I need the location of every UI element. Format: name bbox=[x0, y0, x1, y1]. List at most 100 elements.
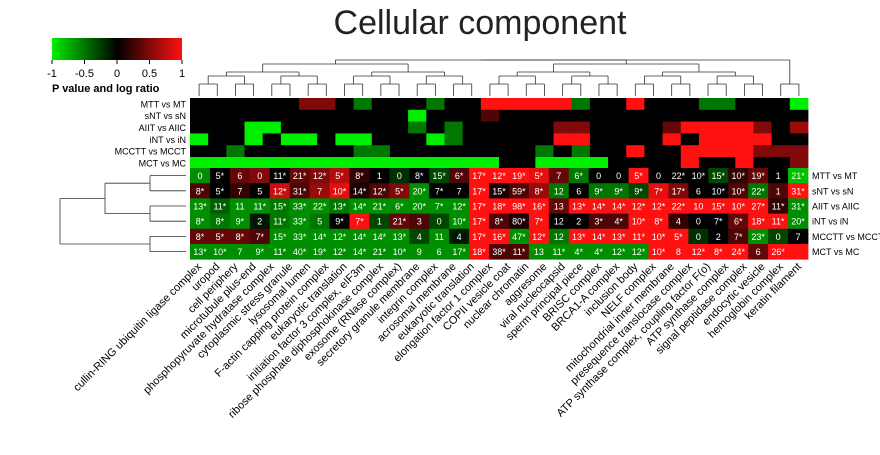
heatmap-top-cell bbox=[626, 121, 645, 134]
heatmap-cell-label: 1 bbox=[776, 171, 781, 181]
heatmap-top-cell bbox=[426, 121, 445, 134]
heatmap-top-cell bbox=[662, 145, 682, 158]
heatmap-cell-label: 13* bbox=[333, 202, 347, 212]
heatmap-bottom-cell bbox=[528, 213, 550, 230]
heatmap-cell-label: 38* bbox=[492, 247, 506, 257]
heatmap-top-cell bbox=[571, 145, 591, 158]
heatmap-top-cell bbox=[789, 109, 809, 122]
heatmap-top-cell bbox=[626, 133, 645, 146]
heatmap-top-cell bbox=[244, 145, 264, 158]
heatmap-bottom-cell bbox=[548, 183, 570, 199]
heatmap-cell-label: 14* bbox=[612, 202, 626, 212]
heatmap-bottom-cell bbox=[588, 168, 610, 184]
heatmap-top-cell bbox=[408, 121, 427, 134]
heatmap-cell-label: 8* bbox=[355, 171, 364, 181]
heatmap-top-cell bbox=[480, 98, 500, 111]
heatmap-bottom-cell bbox=[249, 244, 271, 260]
heatmap-bottom-cell bbox=[229, 183, 251, 199]
heatmap-bottom-cell bbox=[409, 168, 430, 184]
heatmap-cell-label: 5* bbox=[216, 186, 225, 196]
heatmap-cell-label: 0 bbox=[776, 232, 781, 242]
heatmap-cell-label: 10* bbox=[213, 247, 227, 257]
heatmap-bottom-cell bbox=[369, 183, 390, 199]
heatmap-bottom-cell bbox=[788, 198, 809, 214]
heatmap-top-cell bbox=[299, 109, 318, 122]
heatmap-top-cell bbox=[280, 133, 300, 146]
heatmap-top-cell bbox=[644, 145, 663, 158]
heatmap-bottom-cell bbox=[628, 213, 649, 230]
heatmap-bottom-cell bbox=[349, 198, 370, 214]
heatmap-bottom-cell bbox=[548, 244, 570, 260]
heatmap-top-cell bbox=[408, 98, 427, 111]
heatmap-bottom-cell bbox=[190, 213, 211, 230]
heatmap-top-cell bbox=[608, 145, 627, 158]
heatmap-bottom-cell bbox=[668, 183, 689, 199]
heatmap-cell-label: 11* bbox=[273, 217, 286, 227]
heatmap-cell-label: 11* bbox=[552, 247, 565, 257]
heatmap-bottom-cell bbox=[369, 168, 390, 184]
row-label-bottom: MCT vs MC bbox=[812, 247, 860, 257]
heatmap-cell-label: 13* bbox=[612, 232, 626, 242]
heatmap-cell-label: 80* bbox=[512, 217, 526, 227]
heatmap-bottom-cell bbox=[588, 198, 610, 214]
heatmap-cell-label: 7* bbox=[256, 232, 265, 242]
heatmap-top-cell bbox=[499, 98, 518, 111]
heatmap-cell-label: 5* bbox=[535, 171, 544, 181]
heatmap-bottom-cell bbox=[668, 213, 689, 230]
heatmap-bottom-cell bbox=[269, 228, 291, 245]
heatmap-bottom-cell bbox=[329, 228, 350, 245]
heatmap-cell-label: 1 bbox=[377, 217, 382, 227]
heatmap-cell-label: 8* bbox=[535, 186, 544, 196]
heatmap-top-cell bbox=[771, 121, 791, 134]
heatmap-cell-label: 33* bbox=[293, 202, 307, 212]
heatmap-bottom-cell bbox=[648, 198, 669, 214]
heatmap-top-cell bbox=[262, 157, 282, 170]
heatmap-top-cell bbox=[717, 121, 736, 134]
heatmap-top-cell bbox=[244, 133, 264, 146]
heatmap-cell-label: 10* bbox=[692, 171, 706, 181]
heatmap-cell-label: 24* bbox=[731, 247, 745, 257]
heatmap-bottom-cell bbox=[409, 183, 430, 199]
row-label-bottom: iNT vs iN bbox=[812, 217, 848, 227]
heatmap-cell-label: 7* bbox=[654, 186, 663, 196]
heatmap-cell-label: 11 bbox=[235, 202, 244, 212]
heatmap-top-cell bbox=[789, 121, 809, 134]
heatmap-bottom-cell bbox=[748, 168, 769, 184]
heatmap-bottom-cell bbox=[688, 213, 709, 230]
heatmap-top-cell bbox=[644, 109, 663, 122]
heatmap-top-cell bbox=[644, 98, 663, 111]
heatmap-top-cell bbox=[444, 121, 464, 134]
heatmap-bottom-cell bbox=[528, 244, 550, 260]
heatmap-cell-label: 10* bbox=[632, 217, 646, 227]
heatmap-bottom-cell bbox=[568, 183, 590, 199]
heatmap-top-cell bbox=[299, 121, 318, 134]
heatmap-cell-label: 15* bbox=[712, 171, 726, 181]
heatmap-top-cell bbox=[480, 133, 500, 146]
heatmap-top-cell bbox=[517, 145, 536, 158]
heatmap-bottom-cell bbox=[628, 244, 649, 260]
heatmap-cell-label: 21* bbox=[373, 247, 387, 257]
heatmap-cell-label: 0 bbox=[656, 171, 661, 181]
heatmap-cell-label: 3* bbox=[594, 217, 603, 227]
heatmap-cell-label: 0 bbox=[616, 171, 621, 181]
heatmap-top-cell bbox=[662, 98, 682, 111]
heatmap-bottom-cell bbox=[409, 213, 430, 230]
heatmap-bottom-cell bbox=[249, 183, 271, 199]
heatmap-top-cell bbox=[462, 98, 482, 111]
heatmap-cell-label: 8 bbox=[676, 247, 681, 257]
heatmap-cell-label: 12 bbox=[554, 232, 564, 242]
heatmap-bottom-cell bbox=[628, 183, 649, 199]
heatmap-bottom-cell bbox=[190, 228, 211, 245]
heatmap-cell-label: 12* bbox=[452, 202, 466, 212]
heatmap-bottom-cell bbox=[708, 244, 729, 260]
heatmap-top-cell bbox=[662, 109, 682, 122]
heatmap-top-cell bbox=[226, 145, 245, 158]
heatmap-top-cell bbox=[517, 133, 536, 146]
heatmap-top-cell bbox=[208, 121, 227, 134]
colorbar bbox=[52, 38, 182, 60]
heatmap-cell-label: 9* bbox=[236, 217, 245, 227]
heatmap-top-cell bbox=[608, 109, 627, 122]
heatmap-top-cell bbox=[662, 121, 682, 134]
heatmap-bottom-cell bbox=[349, 228, 370, 245]
heatmap-cell-label: 26* bbox=[771, 247, 785, 257]
